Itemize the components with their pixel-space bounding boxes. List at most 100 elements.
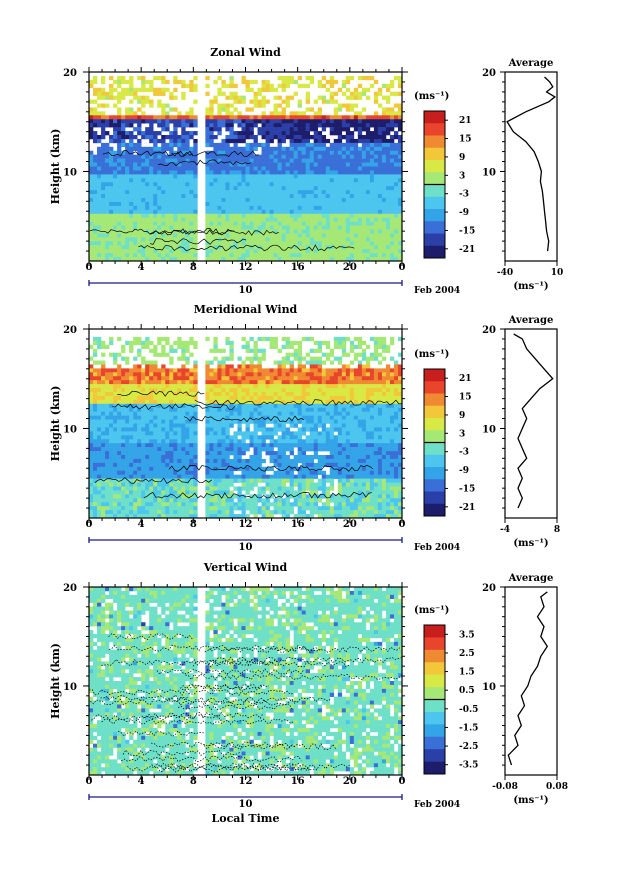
heatmap-cell	[357, 352, 363, 357]
heatmap-cell	[297, 372, 302, 377]
heatmap-cell	[345, 182, 351, 187]
heatmap-cell	[389, 392, 395, 397]
heatmap-cell	[325, 340, 331, 346]
heatmap-cell	[361, 162, 367, 167]
heatmap-cell	[361, 384, 367, 389]
heatmap-cell	[173, 158, 178, 163]
heatmap-cell	[185, 395, 190, 401]
heatmap-cell	[257, 253, 262, 258]
x-tick-label: 8	[190, 262, 197, 273]
heatmap-cell	[357, 403, 363, 409]
panel-title: Zonal Wind	[210, 46, 281, 59]
heatmap-cell	[165, 205, 170, 211]
heatmap-cell	[313, 253, 319, 258]
heatmap-cell	[121, 395, 126, 401]
colorbar-unit: (ms⁻¹)	[414, 91, 449, 102]
heatmap-cell	[321, 384, 327, 389]
heatmap-cell	[341, 411, 347, 416]
heatmap-cell	[349, 174, 355, 179]
heatmap-cell	[249, 213, 254, 218]
heatmap-cell	[397, 352, 403, 357]
heatmap-cell	[377, 87, 383, 92]
heatmap-cell	[281, 336, 286, 342]
heatmap-cell	[121, 233, 126, 238]
heatmap-cell	[189, 372, 194, 377]
heatmap-cell	[129, 75, 134, 81]
heatmap-cell	[357, 245, 363, 250]
heatmap-cell	[181, 182, 186, 187]
heatmap-cell	[149, 340, 154, 346]
heatmap-cell	[229, 411, 234, 416]
heatmap-cell	[345, 79, 351, 85]
heatmap-cell	[101, 431, 106, 436]
heatmap-cell	[385, 95, 391, 100]
heatmap-cell	[373, 253, 379, 258]
heatmap-cell	[261, 380, 266, 385]
heatmap-cell	[221, 348, 226, 353]
heatmap-cell	[117, 131, 122, 136]
heatmap-cell	[129, 253, 134, 258]
heatmap-cell	[169, 217, 174, 222]
heatmap-cell	[185, 170, 190, 175]
heatmap-cell	[149, 348, 154, 353]
heatmap-cell	[129, 399, 134, 405]
heatmap-cell	[245, 344, 250, 349]
heatmap-cell	[205, 115, 210, 120]
heatmap-cell	[205, 245, 210, 250]
heatmap-cell	[153, 352, 158, 357]
heatmap-cell	[309, 423, 315, 428]
heatmap-cell	[229, 257, 234, 262]
heatmap-cell	[193, 439, 198, 444]
heatmap-cell	[249, 253, 254, 258]
heatmap-cell	[237, 380, 242, 385]
heatmap-cell	[349, 237, 355, 242]
heatmap-cell	[285, 99, 290, 104]
heatmap-cell	[369, 123, 375, 128]
heatmap-cell	[217, 119, 222, 124]
heatmap-cell	[233, 221, 238, 226]
heatmap-cell	[357, 360, 363, 365]
heatmap-cell	[273, 340, 278, 346]
profile-title: Average	[508, 58, 554, 69]
heatmap-cell	[105, 217, 110, 222]
heatmap-cell	[261, 154, 266, 159]
heatmap-cell	[141, 154, 146, 159]
heatmap-cell	[325, 198, 331, 203]
heatmap-cell	[133, 249, 138, 254]
heatmap-cell	[241, 368, 246, 373]
heatmap-cell	[117, 352, 122, 357]
heatmap-cell	[301, 213, 306, 218]
heatmap-cell	[141, 217, 146, 222]
heatmap-cell	[281, 190, 286, 195]
heatmap-cell	[257, 87, 262, 92]
heatmap-cell	[361, 201, 367, 207]
heatmap-cell	[377, 142, 383, 148]
heatmap-cell	[377, 119, 383, 124]
heatmap-cell	[89, 198, 94, 203]
heatmap-cell	[129, 146, 134, 152]
heatmap-cell	[173, 87, 178, 92]
heatmap-cell	[297, 249, 302, 254]
heatmap-cell	[293, 249, 298, 254]
heatmap-cell	[317, 423, 323, 428]
heatmap-cell	[109, 213, 114, 218]
heatmap-cell	[325, 182, 331, 187]
heatmap-cell	[193, 186, 198, 191]
heatmap-cell	[373, 213, 379, 218]
heatmap	[89, 75, 403, 262]
heatmap-cell	[241, 233, 246, 238]
heatmap-cell	[285, 170, 290, 175]
heatmap-cell	[133, 427, 138, 432]
heatmap-cell	[381, 209, 387, 215]
heatmap-cell	[269, 427, 274, 432]
contour-line	[138, 244, 355, 252]
heatmap-cell	[181, 138, 186, 144]
heatmap-cell	[257, 399, 262, 405]
heatmap-cell	[349, 380, 355, 385]
heatmap-cell	[117, 142, 122, 148]
heatmap-cell	[385, 427, 391, 432]
heatmap-cell	[261, 352, 266, 357]
heatmap-cell	[349, 368, 355, 373]
heatmap-cell	[301, 138, 306, 144]
heatmap-cell	[157, 115, 162, 120]
